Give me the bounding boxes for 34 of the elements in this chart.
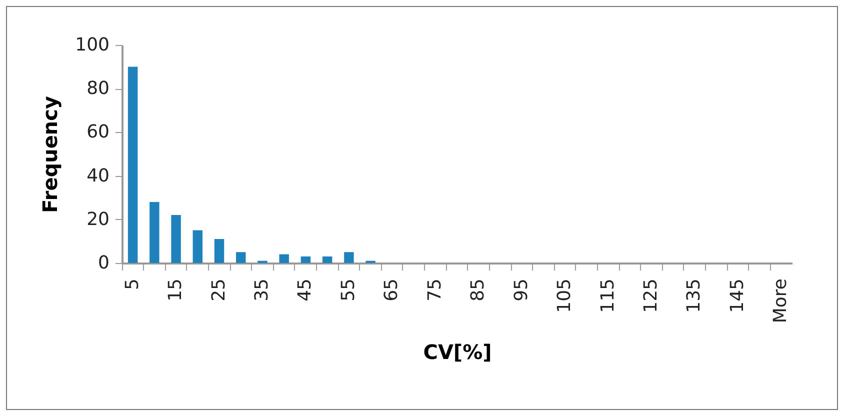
x-tick-label: 85 <box>468 278 489 302</box>
y-axis-title: Frequency <box>38 96 62 214</box>
y-tick-label: 20 <box>86 208 110 230</box>
y-tick-label: 0 <box>98 252 110 274</box>
x-axis-title: CV[%] <box>423 340 492 364</box>
bar <box>300 256 311 263</box>
x-tick-label: 35 <box>251 278 272 302</box>
y-tick-label: 60 <box>86 122 110 143</box>
x-tick-label: 135 <box>684 278 705 313</box>
x-tick-label: More <box>770 278 792 324</box>
bar <box>192 230 203 263</box>
x-tick-label: 75 <box>424 278 446 302</box>
x-tick-label: 125 <box>640 278 662 313</box>
x-tick-label: 25 <box>208 278 230 302</box>
bar <box>322 256 332 263</box>
bar <box>344 252 354 263</box>
x-tick-label: 115 <box>597 278 618 313</box>
x-tick-label: 65 <box>381 278 402 302</box>
bar <box>171 215 181 263</box>
bar <box>150 202 160 263</box>
x-tick-label: 5 <box>122 278 143 290</box>
x-tick-label: 15 <box>165 278 186 302</box>
x-tick-label: 55 <box>338 278 359 302</box>
bar <box>128 66 138 263</box>
x-tick-label: 95 <box>510 278 532 302</box>
x-tick-label: 145 <box>726 278 748 313</box>
y-tick-label: 40 <box>86 165 110 186</box>
y-tick-label: 100 <box>75 34 110 56</box>
y-tick-label: 80 <box>86 78 110 100</box>
bar <box>214 239 224 263</box>
x-tick-label: 105 <box>554 278 576 313</box>
x-tick-label: 45 <box>294 278 316 302</box>
bar <box>236 252 246 263</box>
bar <box>279 254 289 263</box>
